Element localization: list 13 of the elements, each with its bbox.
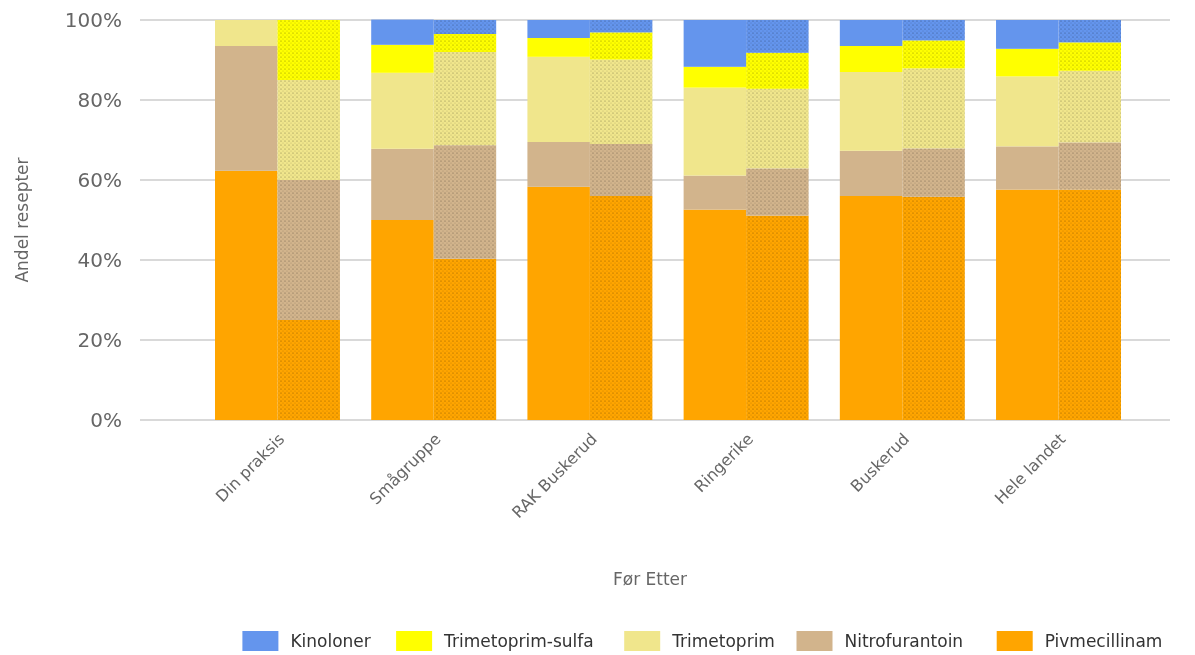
legend-label: Nitrofurantoin [844, 630, 964, 651]
y-tick-label: 40% [77, 248, 122, 272]
y-tick-label: 0% [90, 408, 122, 432]
y-tick-label: 60% [77, 168, 122, 192]
y-axis-title: Andel resepter [12, 157, 32, 283]
legend-label: Kinoloner [290, 630, 371, 651]
y-tick-label: 100% [64, 8, 122, 32]
y-tick-label: 20% [77, 328, 122, 352]
legend-label: Pivmecillinam [1044, 630, 1163, 651]
x-axis-title: Før Etter [612, 569, 688, 589]
y-tick-label: 80% [77, 88, 122, 112]
legend-label: Trimetoprim [671, 630, 775, 651]
legend-label: Trimetoprim-sulfa [443, 630, 594, 651]
